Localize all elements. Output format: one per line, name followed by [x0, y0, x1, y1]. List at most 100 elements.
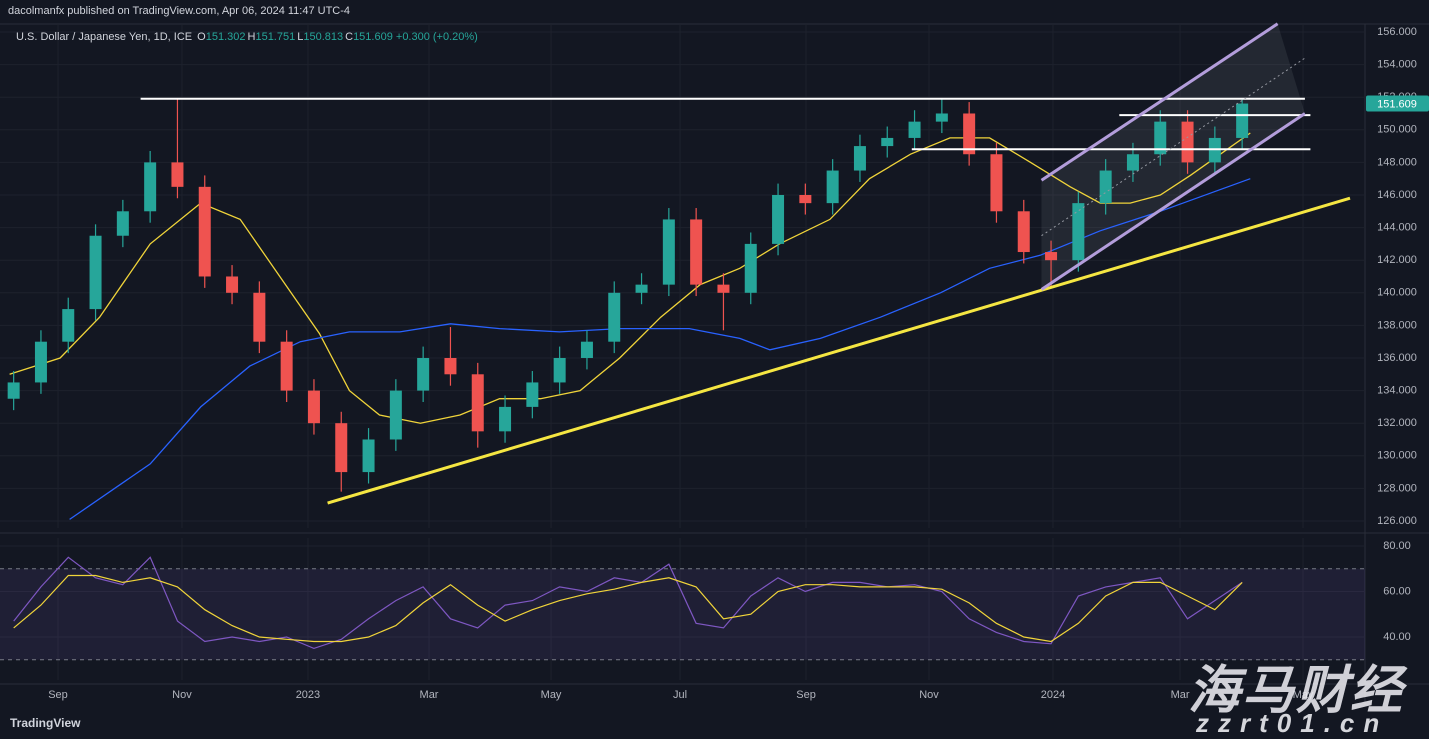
candle-body: [253, 292, 266, 342]
x-tick-label: 2024: [1041, 689, 1065, 701]
candle-body: [226, 276, 239, 293]
candle-body: [362, 439, 375, 473]
moving-average: [9, 132, 1251, 424]
candle-body: [1126, 154, 1139, 171]
candle-body: [1017, 211, 1030, 253]
ohlc-value: 151.609: [353, 31, 393, 43]
candle-body: [1154, 121, 1167, 155]
candle-body: [389, 390, 402, 440]
candle-body: [7, 382, 20, 399]
candle-body: [662, 219, 675, 285]
y-tick-label: 156.000: [1377, 26, 1417, 38]
candle-body: [62, 309, 75, 342]
candle-body: [307, 390, 320, 424]
ohlc-key: L: [297, 31, 304, 43]
candle-body: [280, 341, 293, 391]
ohlc-value: 151.302: [205, 31, 246, 43]
rsi-line: [13, 556, 1243, 650]
candle-body: [1072, 203, 1085, 261]
y-tick-label: 150.000: [1377, 124, 1417, 136]
change: +0.300 (+0.20%): [395, 31, 478, 43]
candle-body: [1236, 103, 1249, 138]
x-tick-label: May: [541, 689, 562, 701]
y-tick-label: 136.000: [1377, 352, 1417, 364]
candle-body: [89, 235, 102, 310]
y-tick-label: 130.000: [1377, 450, 1417, 462]
candle-body: [853, 146, 866, 171]
legend: U.S. Dollar / Japanese Yen, 1D, ICE O151…: [16, 31, 478, 43]
y-tick-label: 138.000: [1377, 319, 1417, 331]
x-tick-label: May: [1293, 689, 1314, 701]
ohlc-value: 150.813: [303, 31, 344, 43]
candle-body: [608, 292, 621, 342]
candle-body: [908, 121, 921, 138]
candle-body: [580, 341, 593, 358]
x-tick-label: Sep: [48, 689, 68, 701]
drawing-line: [1040, 22, 1279, 182]
candle-body: [772, 194, 785, 244]
y-tick-label: 154.000: [1377, 58, 1417, 70]
candle-body: [1045, 252, 1058, 261]
candle-body: [963, 113, 976, 155]
publisher: dacolmanfx published on TradingView.com,…: [8, 5, 351, 17]
candle-body: [1181, 121, 1194, 163]
candle-body: [144, 162, 157, 212]
symbol: U.S. Dollar / Japanese Yen, 1D, ICE: [16, 31, 193, 43]
y-tick-label: 140.000: [1377, 287, 1417, 299]
candle-body: [881, 137, 894, 147]
candle-body: [471, 374, 484, 432]
last-price-badge: [1366, 95, 1429, 112]
drawing-line: [1040, 112, 1306, 291]
ohlc: O151.302 H151.751 L150.813 C151.609: [195, 31, 393, 43]
candle-body: [990, 154, 1003, 212]
candle-body: [799, 194, 812, 204]
candle-body: [198, 186, 211, 277]
candle-body: [690, 219, 703, 285]
candle-body: [417, 357, 430, 391]
logo: TradingView: [10, 716, 81, 730]
x-tick-label: 2023: [296, 689, 320, 701]
last-price-label: 151.609: [1377, 98, 1417, 110]
ohlc-key: H: [247, 31, 256, 43]
y-tick-label: 144.000: [1377, 221, 1417, 233]
x-tick-label: Mar: [420, 689, 439, 701]
y-tick-label: 142.000: [1377, 254, 1417, 266]
candle-body: [499, 406, 512, 432]
candle-body: [171, 162, 184, 187]
channel-fill: [1041, 23, 1305, 290]
candle-body: [744, 243, 757, 293]
candle-body: [826, 170, 839, 204]
candle-body: [444, 357, 457, 375]
candle-body: [1099, 170, 1112, 204]
y-tick-label: 134.000: [1377, 384, 1417, 396]
candle-body: [335, 423, 348, 473]
drawing-line: [327, 196, 1351, 505]
y-tick-label: 40.00: [1383, 631, 1411, 643]
ohlc-key: C: [345, 31, 354, 43]
watermark-site: zzrt01.cn: [1196, 708, 1389, 738]
x-tick-label: Mar: [1171, 689, 1190, 701]
candle-body: [935, 113, 948, 122]
candle-body: [116, 211, 129, 236]
moving-average: [69, 178, 1251, 520]
candle-body: [526, 382, 539, 407]
candle-body: [553, 357, 566, 383]
x-tick-label: Jul: [673, 689, 687, 701]
watermark-brand: 海马财经: [1188, 662, 1405, 720]
ohlc-value: 151.751: [255, 31, 296, 43]
y-tick-label: 146.000: [1377, 189, 1417, 201]
candle-body: [717, 284, 730, 293]
candle-body: [635, 284, 648, 293]
pane: [0, 545, 1365, 638]
y-tick-label: 126.000: [1377, 515, 1417, 527]
x-tick-label: Sep: [796, 689, 816, 701]
y-tick-label: 132.000: [1377, 417, 1417, 429]
candle-body: [34, 341, 47, 383]
y-tick-label: 60.00: [1383, 585, 1411, 597]
y-tick-label: 128.000: [1377, 482, 1417, 494]
y-tick-label: 148.000: [1377, 156, 1417, 168]
rsi-line: [13, 574, 1243, 643]
x-tick-label: Nov: [172, 689, 192, 701]
